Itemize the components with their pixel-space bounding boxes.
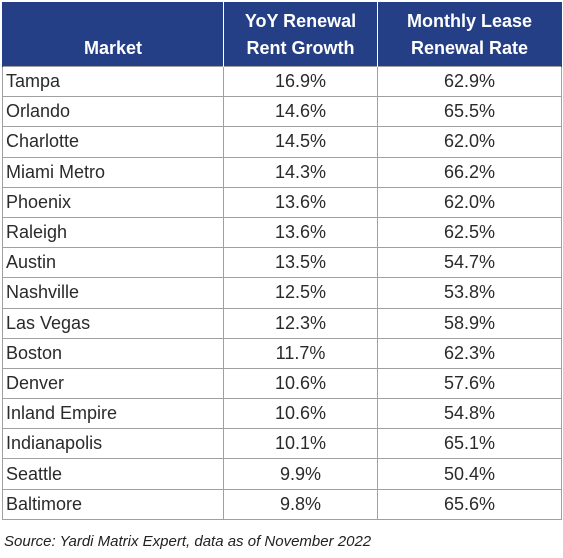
renewal-rate-cell: 57.6% bbox=[377, 367, 562, 400]
market-cell: Las Vegas bbox=[2, 307, 224, 339]
rent-growth-cell: 9.9% bbox=[223, 458, 378, 490]
renewal-rate-cell: 65.1% bbox=[377, 428, 562, 460]
source-note: Source: Yardi Matrix Expert, data as of … bbox=[4, 533, 372, 550]
renewal-table-container: Market YoY Renewal Rent Growth Monthly L… bbox=[2, 2, 562, 520]
header-row: Market YoY Renewal Rent Growth Monthly L… bbox=[2, 2, 562, 67]
market-cell: Miami Metro bbox=[2, 156, 224, 188]
rent-growth-cell: 16.9% bbox=[223, 65, 378, 98]
table-row: Phoenix 13.6% 62.0% bbox=[2, 186, 562, 218]
market-cell: Indianapolis bbox=[2, 428, 224, 460]
market-cell: Tampa bbox=[2, 65, 224, 98]
rent-growth-cell: 10.6% bbox=[223, 398, 378, 430]
table-row: Raleigh 13.6% 62.5% bbox=[2, 216, 562, 249]
rent-growth-cell: 14.5% bbox=[223, 126, 378, 158]
market-cell: Phoenix bbox=[2, 186, 224, 218]
table-row: Las Vegas 12.3% 58.9% bbox=[2, 307, 562, 339]
header-renewal-rate-label: Monthly Lease Renewal Rate bbox=[378, 8, 561, 66]
market-cell: Denver bbox=[2, 367, 224, 400]
market-cell: Raleigh bbox=[2, 216, 224, 249]
table-row: Orlando 14.6% 65.5% bbox=[2, 96, 562, 128]
market-cell: Boston bbox=[2, 337, 224, 369]
rent-growth-cell: 13.6% bbox=[223, 216, 378, 249]
header-market: Market bbox=[2, 2, 224, 67]
table-header: Market YoY Renewal Rent Growth Monthly L… bbox=[2, 2, 562, 67]
header-rent-growth: YoY Renewal Rent Growth bbox=[223, 2, 378, 67]
renewal-rate-cell: 65.6% bbox=[377, 488, 562, 520]
header-rent-growth-label: YoY Renewal Rent Growth bbox=[224, 8, 377, 66]
renewal-rate-cell: 54.7% bbox=[377, 247, 562, 279]
renewal-rate-cell: 62.3% bbox=[377, 337, 562, 369]
table-row: Tampa 16.9% 62.9% bbox=[2, 65, 562, 98]
table-row: Charlotte 14.5% 62.0% bbox=[2, 126, 562, 158]
header-renewal-rate: Monthly Lease Renewal Rate bbox=[377, 2, 562, 67]
renewal-rate-cell: 62.0% bbox=[377, 126, 562, 158]
table-row: Denver 10.6% 57.6% bbox=[2, 367, 562, 400]
header-renewal-rate-line2: Renewal Rate bbox=[410, 38, 529, 58]
market-cell: Nashville bbox=[2, 277, 224, 309]
market-cell: Austin bbox=[2, 247, 224, 279]
market-cell: Orlando bbox=[2, 96, 224, 128]
table-row: Boston 11.7% 62.3% bbox=[2, 337, 562, 369]
renewal-rate-cell: 58.9% bbox=[377, 307, 562, 339]
table-row: Miami Metro 14.3% 66.2% bbox=[2, 156, 562, 188]
rent-growth-cell: 9.8% bbox=[223, 488, 378, 520]
renewal-rate-cell: 62.5% bbox=[377, 216, 562, 249]
market-cell: Charlotte bbox=[2, 126, 224, 158]
rent-growth-cell: 10.1% bbox=[223, 428, 378, 460]
renewal-rate-cell: 54.8% bbox=[377, 398, 562, 430]
rent-growth-cell: 12.3% bbox=[223, 307, 378, 339]
rent-growth-cell: 11.7% bbox=[223, 337, 378, 369]
rent-growth-cell: 13.5% bbox=[223, 247, 378, 279]
table-row: Indianapolis 10.1% 65.1% bbox=[2, 428, 562, 460]
rent-growth-cell: 13.6% bbox=[223, 186, 378, 218]
renewal-rate-cell: 62.0% bbox=[377, 186, 562, 218]
rent-growth-cell: 14.3% bbox=[223, 156, 378, 188]
header-rent-growth-line2: Rent Growth bbox=[246, 38, 355, 58]
table-row: Austin 13.5% 54.7% bbox=[2, 247, 562, 279]
table-row: Nashville 12.5% 53.8% bbox=[2, 277, 562, 309]
renewal-rate-cell: 62.9% bbox=[377, 65, 562, 98]
table-row: Baltimore 9.8% 65.6% bbox=[2, 488, 562, 520]
market-cell: Seattle bbox=[2, 458, 224, 490]
rent-growth-cell: 14.6% bbox=[223, 96, 378, 128]
table-body: Tampa 16.9% 62.9% Orlando 14.6% 65.5% Charlott… bbox=[2, 65, 562, 520]
market-cell: Inland Empire bbox=[2, 398, 224, 430]
table-row: Seattle 9.9% 50.4% bbox=[2, 458, 562, 490]
table-row: Inland Empire 10.6% 54.8% bbox=[2, 398, 562, 430]
renewal-rate-cell: 65.5% bbox=[377, 96, 562, 128]
header-rent-growth-line1: YoY Renewal bbox=[244, 11, 357, 31]
market-cell: Baltimore bbox=[2, 488, 224, 520]
renewal-rate-cell: 53.8% bbox=[377, 277, 562, 309]
header-renewal-rate-line1: Monthly Lease bbox=[406, 11, 533, 31]
renewal-rate-cell: 66.2% bbox=[377, 156, 562, 188]
renewal-table: Market YoY Renewal Rent Growth Monthly L… bbox=[2, 2, 562, 520]
header-market-label: Market bbox=[83, 38, 143, 58]
renewal-rate-cell: 50.4% bbox=[377, 458, 562, 490]
rent-growth-cell: 10.6% bbox=[223, 367, 378, 400]
rent-growth-cell: 12.5% bbox=[223, 277, 378, 309]
